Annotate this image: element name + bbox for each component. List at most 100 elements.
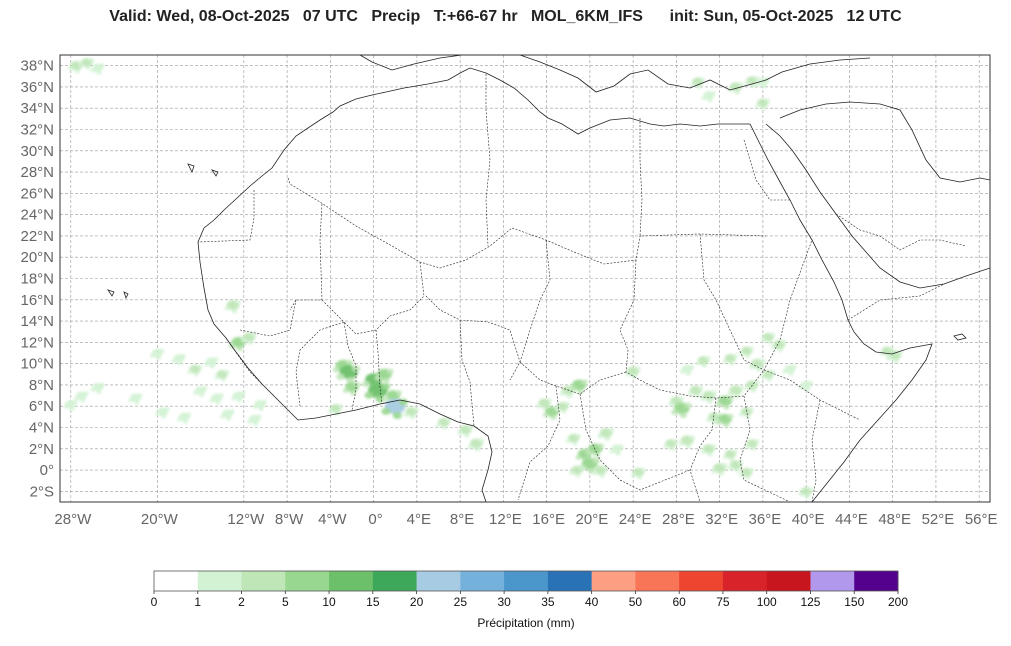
lat-label: 28°N (20, 164, 54, 181)
colorbar-swatch (460, 571, 505, 591)
colorbar-tick-label: 60 (672, 595, 686, 609)
country-borders (197, 74, 967, 502)
colorbar-swatch (722, 571, 768, 591)
precip-patch (738, 467, 754, 480)
precip-patch (90, 63, 105, 75)
precip-patch (744, 76, 760, 88)
colorbar-swatch (591, 571, 636, 591)
precip-patch (760, 370, 776, 382)
precip-patch (748, 358, 766, 372)
colorbar-tick-label: 50 (629, 595, 643, 609)
precip-patch (403, 406, 420, 420)
precip-patch (679, 364, 695, 376)
lat-label: 10°N (20, 356, 54, 373)
precip-patch (770, 339, 787, 353)
colorbar-swatch (329, 571, 374, 591)
lon-label: 12°E (489, 511, 522, 528)
longitude-labels: 28°W 20°W 12°W 8°W 4°W 0° 4°E 8°E 12°E 16°E 20°E 24… (54, 511, 997, 528)
precip-patch (565, 433, 581, 446)
precip-patch (663, 439, 679, 451)
lat-label: 32°N (20, 122, 54, 139)
precip-patch (176, 412, 192, 424)
precip-patch (224, 300, 242, 314)
map-title: Valid: Wed, 08-Oct-2025 07 UTC Precip T:… (109, 8, 902, 25)
precip-patch (760, 332, 776, 345)
lat-label: 8°N (29, 377, 54, 394)
precip-patch (782, 364, 797, 376)
precip-patch (364, 382, 391, 403)
colorbar-swatch (679, 571, 724, 591)
lon-label: 24°E (619, 511, 652, 528)
coastlines (107, 55, 990, 502)
lat-label: 4°N (29, 420, 54, 437)
precip-patch (711, 463, 728, 476)
precip-patch (187, 364, 203, 377)
colorbar-tick-label: 35 (541, 595, 555, 609)
lat-label: 16°N (20, 292, 54, 309)
colorbar-tick-label: 200 (888, 595, 908, 609)
graticule (60, 55, 990, 502)
precip-patch (585, 443, 605, 458)
precip-patch (374, 368, 394, 384)
precip-patch (241, 332, 257, 345)
colorbar-tick-label: 30 (497, 595, 511, 609)
lon-label: 32°E (705, 511, 738, 528)
precip-patch (247, 414, 262, 426)
lon-label: 20°E (576, 511, 609, 528)
precip-patch (128, 393, 143, 405)
lat-label: 18°N (20, 271, 54, 288)
colorbar-frame (153, 570, 899, 592)
colorbar-label: Précipitation (mm) (477, 616, 574, 630)
precip-patch (727, 460, 744, 473)
precip-patch (149, 348, 165, 360)
precip-patch (727, 82, 744, 95)
lat-label: 2°S (30, 483, 54, 500)
colorbar-swatch (372, 571, 418, 591)
lat-label: 2°N (29, 441, 54, 458)
precip-patch (252, 399, 267, 411)
colorbar-tick-label: 150 (844, 595, 864, 609)
precip-patch (230, 391, 246, 403)
colorbar-swatch (241, 571, 286, 591)
colorbar-swatch (854, 571, 899, 591)
lon-label: 20°W (141, 511, 179, 528)
lat-label: 22°N (20, 228, 54, 245)
colorbar-tick-label: 1 (194, 595, 201, 609)
lat-label: 34°N (20, 100, 54, 117)
lat-label: 20°N (20, 249, 54, 266)
precip-patch (467, 438, 485, 452)
lat-label: 24°N (20, 207, 54, 224)
colorbar-tick-label: 2 (238, 595, 245, 609)
colorbar-swatch (810, 571, 855, 591)
colorbar-tick-label: 40 (585, 595, 599, 609)
precip-patch (798, 487, 814, 499)
colorbar-tick-label: 20 (410, 595, 424, 609)
colorbar-swatch (285, 571, 330, 591)
precip-patch (695, 356, 711, 368)
colorbar-swatch (635, 571, 680, 591)
colorbar-tick-label: 5 (282, 595, 289, 609)
precip-patch (436, 417, 452, 430)
precip-patch (727, 385, 744, 399)
precip-patch (214, 370, 230, 382)
precip-patch (328, 404, 343, 416)
lat-label: 36°N (20, 79, 54, 96)
precip-patch (798, 380, 814, 392)
lon-label: 4°E (407, 511, 431, 528)
colorbar-swatch (547, 571, 593, 591)
precip-patch (609, 444, 624, 456)
precip-patch (209, 393, 224, 405)
colorbar-tick-label: 10 (322, 595, 336, 609)
precip-field (63, 58, 903, 499)
precip-patch (597, 428, 615, 441)
colorbar-tick-label: 0 (151, 595, 158, 609)
map-frame (59, 54, 991, 503)
lon-label: 44°E (835, 511, 868, 528)
latitude-labels: 38°N 36°N 34°N 32°N 30°N 28°N 26°N 24°N 22°N 20°N… (20, 58, 54, 501)
colorbar-swatch (766, 571, 811, 591)
precip-patch (715, 413, 734, 428)
precip-patch (678, 435, 696, 449)
precip-patch (722, 449, 738, 462)
